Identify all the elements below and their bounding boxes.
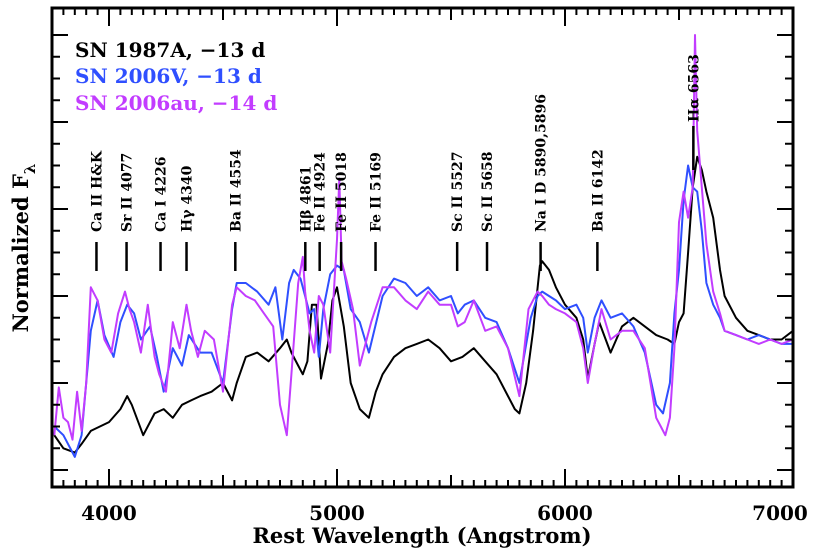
legend-entry-1: SN 1987A, −13 d <box>75 38 265 62</box>
line-label-9: Fe II 5169 <box>369 152 385 232</box>
line-label-7: Fe II 4924 <box>313 152 329 232</box>
line-label-12: Na I D 5890,5896 <box>534 94 550 232</box>
line-label-1: Ca II H&K <box>90 150 106 232</box>
line-label-14: Hα 6563 <box>686 54 702 122</box>
legend-entry-3: SN 2006au, −14 d <box>75 91 277 115</box>
series-line-1 <box>53 155 794 454</box>
line-label-6: Hβ 4861 <box>298 166 314 232</box>
line-label-3: Ca I 4226 <box>154 157 170 232</box>
plot-lines <box>53 34 794 458</box>
line-label-11: Sc II 5658 <box>480 152 496 232</box>
x-axis-title: Rest Wavelength (Angstrom) <box>252 523 591 548</box>
y-axis-title: Normalized Fλ <box>8 164 39 333</box>
line-label-2: Sr II 4077 <box>120 153 136 232</box>
line-label-8: Fe II 5018 <box>334 152 350 232</box>
plot-frame <box>50 6 795 489</box>
x-tick-label: 5000 <box>309 501 365 525</box>
line-label-4: Hγ 4340 <box>180 165 196 232</box>
x-tick-label: 4000 <box>81 501 137 525</box>
line-label-5: Ba II 4554 <box>228 149 244 232</box>
line-label-10: Sc II 5527 <box>450 152 466 232</box>
line-label-13: Ba II 6142 <box>590 149 606 232</box>
line-id-annotations: Ca II H&K Sr II 4077 Ca I 4226 Hγ 4340 Ba II… <box>90 54 702 271</box>
legend-entry-2: SN 2006V, −13 d <box>75 64 262 88</box>
x-tick-label: 7000 <box>752 501 808 525</box>
axes: 4000 5000 6000 7000 <box>52 8 808 525</box>
y-axis-title-group: Normalized Fλ <box>8 164 39 333</box>
series-line-2 <box>53 164 793 458</box>
legend: SN 1987A, −13 d SN 2006V, −13 d SN 2006a… <box>75 38 277 115</box>
series-line-3 <box>53 34 794 441</box>
x-tick-label: 6000 <box>537 501 593 525</box>
